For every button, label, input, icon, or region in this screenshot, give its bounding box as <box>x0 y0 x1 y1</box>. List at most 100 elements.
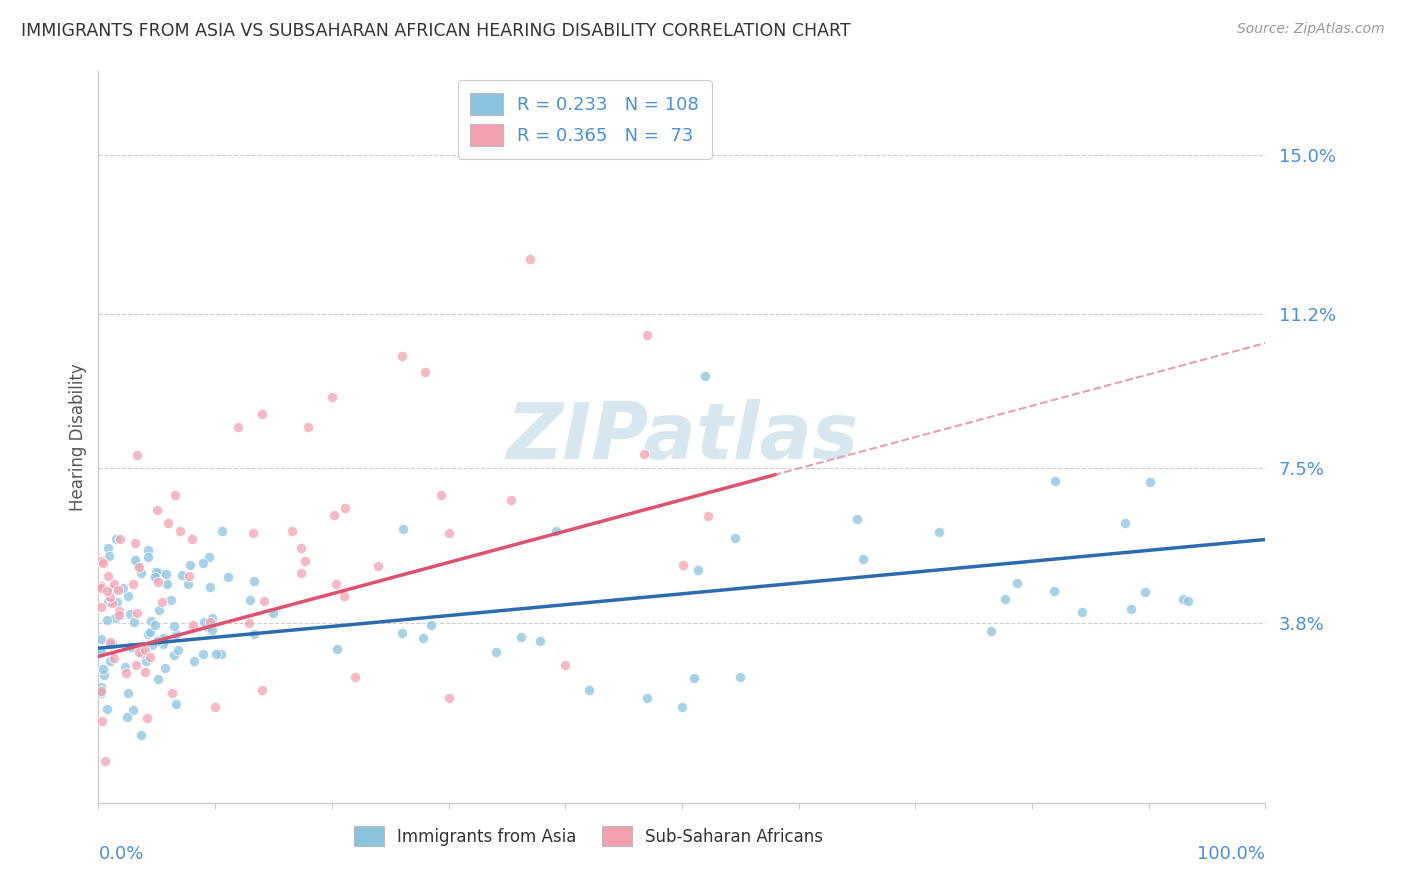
Point <box>172 568 194 582</box>
Point <box>108 532 131 546</box>
Point <box>124 553 146 567</box>
Point <box>160 593 183 607</box>
Point <box>101 637 124 651</box>
Point <box>117 686 139 700</box>
Point <box>191 647 214 661</box>
Point <box>183 618 205 632</box>
Point <box>135 654 157 668</box>
Point <box>297 419 319 434</box>
Point <box>544 524 567 538</box>
Point <box>333 589 356 603</box>
Point <box>980 624 1002 638</box>
Point <box>163 488 186 502</box>
Point <box>124 536 146 550</box>
Point <box>204 699 226 714</box>
Point <box>108 608 131 623</box>
Text: ZIPatlas: ZIPatlas <box>506 399 858 475</box>
Point <box>98 654 121 668</box>
Point <box>104 611 127 625</box>
Point <box>167 642 190 657</box>
Point <box>128 560 150 574</box>
Point <box>141 639 163 653</box>
Point <box>323 508 346 523</box>
Point <box>510 631 533 645</box>
Point <box>290 566 312 580</box>
Point <box>139 624 162 639</box>
Point <box>250 407 273 421</box>
Point <box>243 627 266 641</box>
Point <box>391 522 413 536</box>
Point <box>696 508 718 523</box>
Point <box>193 615 215 629</box>
Point <box>115 710 138 724</box>
Point <box>156 577 179 591</box>
Point <box>1070 605 1092 619</box>
Point <box>128 644 150 658</box>
Point <box>107 582 129 597</box>
Point <box>730 670 752 684</box>
Point <box>127 558 149 572</box>
Point <box>724 531 747 545</box>
Point <box>335 501 357 516</box>
Point <box>250 682 273 697</box>
Point <box>125 658 148 673</box>
Point <box>165 697 187 711</box>
Point <box>90 632 112 646</box>
Point <box>280 524 302 538</box>
Point <box>198 615 221 630</box>
Point <box>1114 516 1136 530</box>
Point <box>852 551 875 566</box>
Point <box>97 568 120 582</box>
Point <box>485 645 508 659</box>
Point <box>1042 584 1064 599</box>
Point <box>129 566 152 580</box>
Point <box>239 592 262 607</box>
Point <box>554 657 576 672</box>
Point <box>96 613 118 627</box>
Point <box>344 670 367 684</box>
Point <box>122 703 145 717</box>
Point <box>243 574 266 589</box>
Point <box>117 589 139 603</box>
Point <box>419 617 441 632</box>
Point <box>121 577 143 591</box>
Point <box>125 448 148 462</box>
Point <box>636 327 658 342</box>
Point <box>90 599 112 614</box>
Point <box>90 684 112 698</box>
Point <box>107 604 129 618</box>
Point <box>321 390 343 404</box>
Point <box>105 595 128 609</box>
Point <box>1171 591 1194 606</box>
Point <box>96 584 118 599</box>
Point <box>191 556 214 570</box>
Point <box>209 647 232 661</box>
Point <box>146 503 169 517</box>
Point <box>153 661 176 675</box>
Point <box>103 651 125 665</box>
Point <box>90 680 112 694</box>
Point <box>152 637 174 651</box>
Point <box>205 647 228 661</box>
Point <box>686 563 709 577</box>
Point <box>90 645 112 659</box>
Point <box>148 575 170 590</box>
Point <box>134 643 156 657</box>
Point <box>125 606 148 620</box>
Point <box>197 549 219 564</box>
Point <box>114 665 136 680</box>
Point <box>96 702 118 716</box>
Point <box>136 542 159 557</box>
Point <box>118 607 141 621</box>
Point <box>103 577 125 591</box>
Point <box>529 633 551 648</box>
Point <box>91 556 114 570</box>
Point <box>325 577 347 591</box>
Point <box>141 614 163 628</box>
Point <box>148 603 170 617</box>
Point <box>143 570 166 584</box>
Point <box>155 567 177 582</box>
Point <box>162 686 184 700</box>
Point <box>198 580 221 594</box>
Point <box>135 711 157 725</box>
